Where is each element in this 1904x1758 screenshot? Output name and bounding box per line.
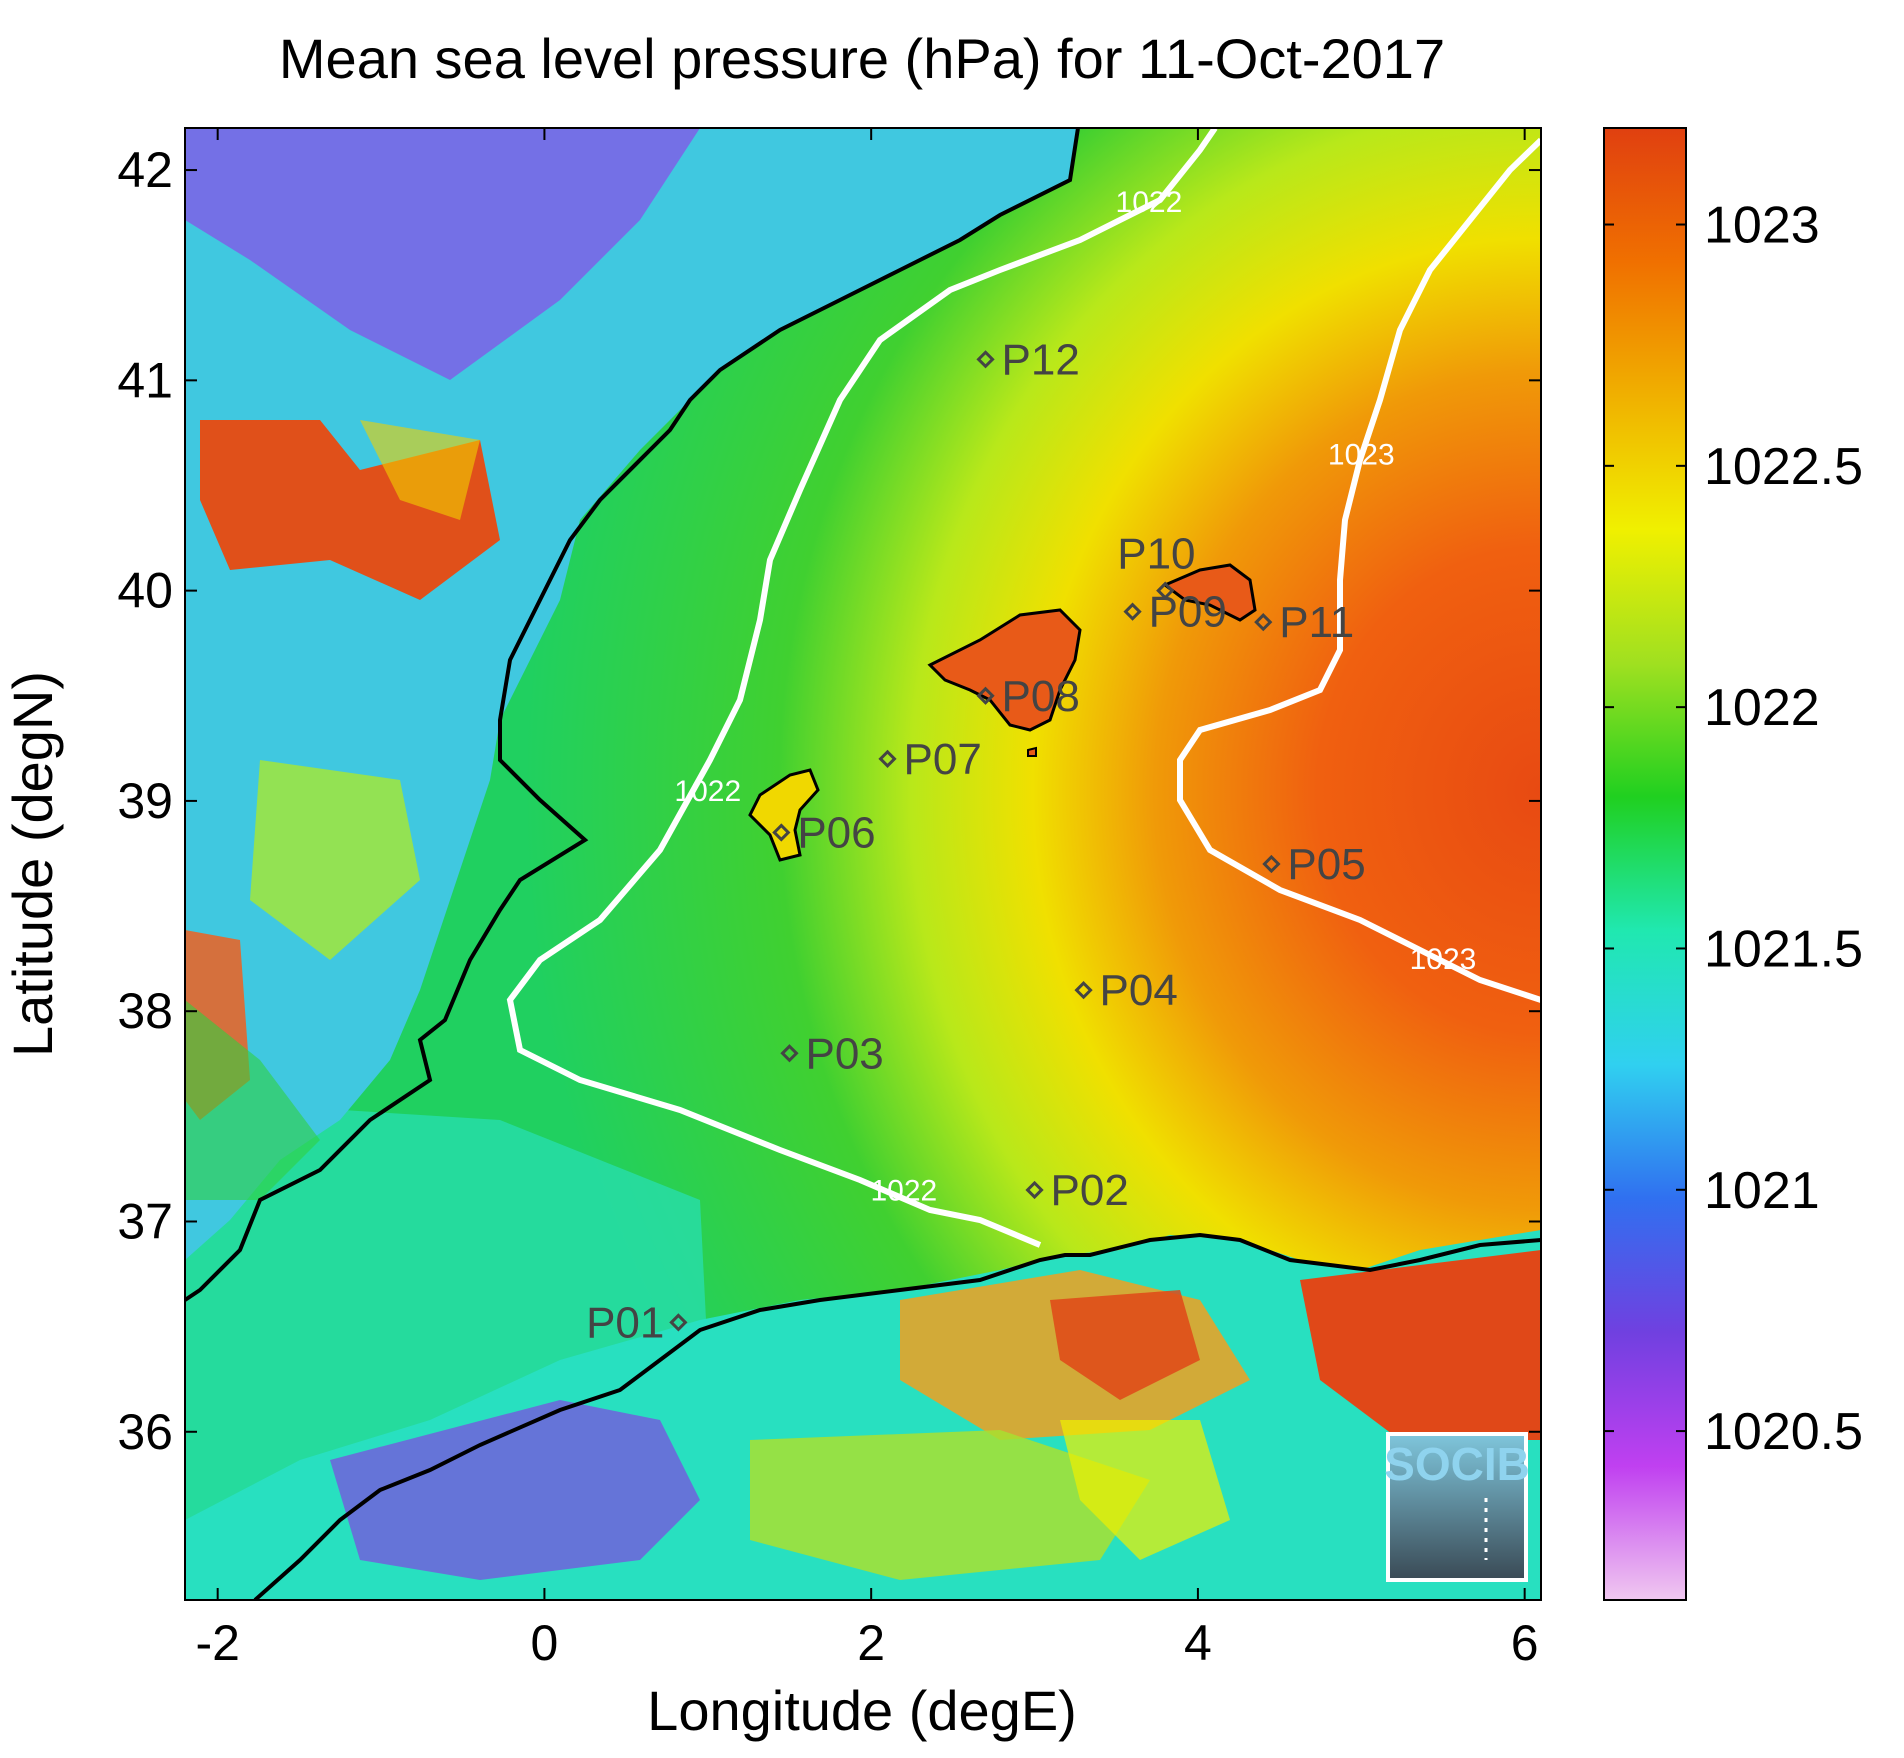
station-marker xyxy=(780,1044,799,1063)
station-label: P12 xyxy=(1002,335,1080,384)
station-p08: P08 xyxy=(976,672,1080,721)
contour-1022-line xyxy=(506,128,1218,1248)
y-tick-label: 41 xyxy=(117,352,173,408)
station-p12: P12 xyxy=(976,335,1080,384)
station-p06: P06 xyxy=(772,808,876,857)
colorbar-tick-label: 1021 xyxy=(1704,1162,1820,1220)
station-p04: P04 xyxy=(1074,966,1178,1015)
plot-frame xyxy=(184,127,1542,1601)
contour-label-1022: 1022 xyxy=(674,775,741,808)
contour-label-1022: 1022 xyxy=(870,1174,937,1207)
station-marker xyxy=(1074,981,1093,1000)
contour-1023-line xyxy=(1177,137,1541,1003)
station-markers: P01 P02 P03 P04 P05 P06 P07 P08 P09 P10 P11 P12 xyxy=(586,335,1366,1347)
contour-label-1023: 1023 xyxy=(1328,438,1395,471)
station-p07: P07 xyxy=(878,735,982,784)
x-tick-label: 2 xyxy=(857,1615,885,1671)
station-p05: P05 xyxy=(1262,840,1366,889)
x-axis-label: Longitude (degE) xyxy=(647,1679,1077,1742)
y-tick-label: 42 xyxy=(117,142,173,198)
ibiza-island xyxy=(748,768,820,862)
y-tick-label: 36 xyxy=(117,1404,173,1460)
station-label: P07 xyxy=(904,735,982,784)
station-label: P09 xyxy=(1149,588,1227,637)
station-p11: P11 xyxy=(1254,598,1354,647)
x-tick-label: 6 xyxy=(1511,1615,1539,1671)
station-label: P11 xyxy=(1279,598,1354,647)
station-marker xyxy=(1123,602,1142,621)
pressure-field xyxy=(185,128,1541,1600)
menorca-island xyxy=(1162,563,1257,622)
station-label: P05 xyxy=(1287,840,1365,889)
socib-logo-text: SOCIB xyxy=(1384,1438,1530,1490)
station-marker xyxy=(1262,854,1281,874)
african-coastline xyxy=(253,1232,1541,1600)
iberian-coastline xyxy=(185,128,1080,1302)
station-p03: P03 xyxy=(780,1029,884,1078)
y-axis-ticks: 36 37 38 39 40 41 42 xyxy=(117,142,1541,1460)
station-marker xyxy=(878,749,897,768)
station-label: P10 xyxy=(1117,530,1195,579)
station-label: P03 xyxy=(805,1029,883,1078)
contour-label-1023: 1023 xyxy=(1410,943,1477,976)
x-axis-ticks: -2 0 2 4 6 xyxy=(195,128,1539,1671)
station-label: P02 xyxy=(1051,1166,1129,1215)
y-tick-label: 37 xyxy=(117,1193,173,1249)
x-tick-label: -2 xyxy=(195,1615,239,1671)
colorbar-tick-label: 1022 xyxy=(1704,679,1820,737)
y-tick-label: 40 xyxy=(117,563,173,619)
station-marker xyxy=(669,1313,688,1332)
chart-title: Mean sea level pressure (hPa) for 11-Oct… xyxy=(279,27,1445,90)
station-p01: P01 xyxy=(586,1298,688,1347)
station-label: P08 xyxy=(1002,672,1080,721)
contour-label-1022: 1022 xyxy=(1116,186,1183,219)
contour-labels: 1022 1022 1022 1023 1023 xyxy=(674,186,1476,1207)
colorbar-tick-label: 1020.5 xyxy=(1704,1403,1863,1461)
y-tick-label: 39 xyxy=(117,773,173,829)
station-p10: P10 xyxy=(1117,530,1196,600)
y-axis-label: Latitude (degN) xyxy=(1,671,64,1057)
colorbar-ticks: 1020.5 1021 1021.5 1022 1022.5 1023 xyxy=(1604,197,1863,1461)
station-marker xyxy=(976,350,995,369)
station-marker xyxy=(772,823,791,842)
cabrera-island xyxy=(1027,746,1037,757)
station-marker xyxy=(1025,1180,1044,1200)
colorbar: 1020.5 1021 1021.5 1022 1022.5 1023 xyxy=(1603,127,1863,1601)
station-label: P06 xyxy=(797,808,875,857)
mallorca-island xyxy=(927,608,1082,732)
station-marker xyxy=(1254,613,1273,632)
y-tick-label: 38 xyxy=(117,983,173,1039)
x-tick-label: 4 xyxy=(1184,1615,1212,1671)
colorbar-tick-label: 1021.5 xyxy=(1704,920,1863,978)
station-marker xyxy=(976,686,995,705)
station-label: P01 xyxy=(586,1298,664,1347)
x-tick-label: 0 xyxy=(531,1615,559,1671)
socib-logo: SOCIB xyxy=(1384,1432,1530,1582)
station-marker xyxy=(1156,581,1175,600)
station-label: P04 xyxy=(1100,966,1178,1015)
station-p02: P02 xyxy=(1025,1166,1129,1215)
colorbar-tick-label: 1022.5 xyxy=(1704,438,1863,496)
colorbar-tick-label: 1023 xyxy=(1704,197,1820,255)
